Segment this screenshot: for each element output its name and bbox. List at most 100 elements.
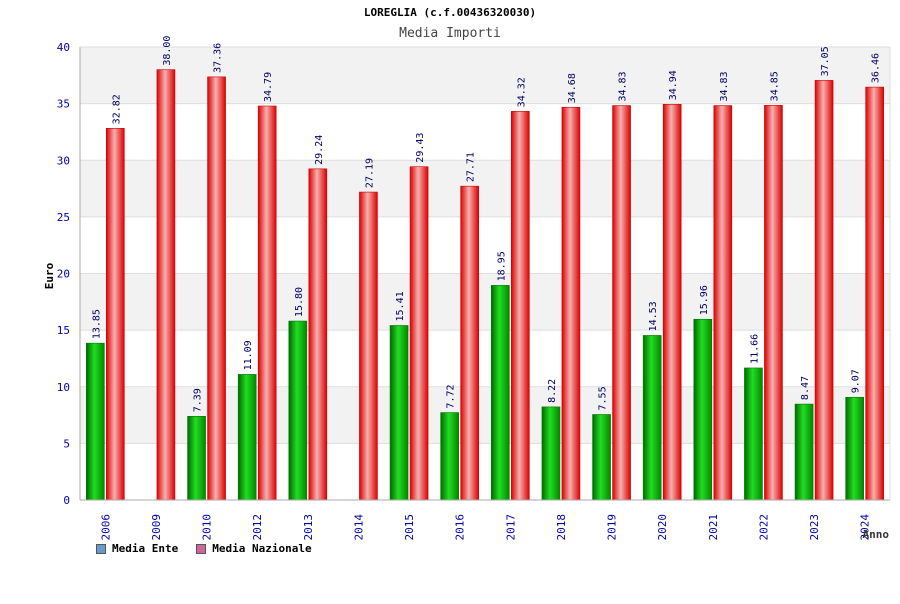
- y-tick-label: 25: [57, 211, 70, 224]
- x-tick-label: 2021: [707, 514, 720, 541]
- x-tick-label: 2022: [757, 514, 770, 541]
- value-label: 18.95: [496, 251, 507, 281]
- value-label: 15.80: [294, 287, 305, 317]
- chart-subtitle: Media Importi: [399, 26, 501, 41]
- bar-media-ente-2019: [592, 414, 611, 501]
- legend-label-media-ente: Media Ente: [112, 542, 179, 555]
- bar-media-nazionale-2017: [511, 111, 530, 501]
- bar-media-ente-2012: [237, 374, 257, 501]
- value-label: 34.32: [516, 77, 527, 107]
- chart-title: LOREGLIA (c.f.00436320030): [364, 6, 536, 19]
- value-labels: 13.85 7.39 11.09 15.80 15.41 7.72 18.95 8.22 7.5…: [91, 36, 881, 413]
- value-label: 34.83: [719, 71, 730, 101]
- value-label: 15.96: [699, 285, 710, 315]
- bar-media-nazionale-2013: [308, 168, 328, 501]
- bar-media-nazionale-2010: [207, 76, 226, 501]
- bar-media-ente-2010: [187, 416, 206, 501]
- value-label: 34.68: [567, 73, 578, 103]
- x-tick-label: 2006: [99, 514, 112, 541]
- bar-media-nazionale-2019: [612, 105, 631, 501]
- value-label: 27.19: [364, 158, 375, 188]
- value-label: 34.79: [263, 72, 274, 102]
- y-tick-label: 20: [57, 268, 70, 281]
- bar-media-ente-2013: [288, 320, 308, 501]
- value-label: 38.00: [162, 36, 173, 66]
- value-label: 37.05: [820, 46, 831, 76]
- value-label: 15.41: [395, 291, 406, 321]
- y-tick-label: 0: [63, 494, 70, 507]
- bar-media-nazionale-2023: [814, 80, 834, 501]
- legend: Media Ente Media Nazionale: [96, 542, 312, 555]
- x-tick-label: 2024: [859, 514, 872, 541]
- x-tick-label: 2017: [504, 514, 517, 541]
- x-tick-label: 2015: [403, 514, 416, 541]
- value-label: 27.71: [466, 152, 477, 182]
- value-label: 8.47: [800, 376, 811, 400]
- bar-media-nazionale-2012: [257, 105, 277, 501]
- x-tick-label: 2012: [251, 514, 264, 541]
- x-tick-label: 2019: [606, 514, 619, 541]
- bar-media-nazionale-2024: [865, 86, 884, 501]
- x-tick-label: 2010: [201, 514, 214, 541]
- value-label: 7.72: [446, 384, 457, 408]
- bar-media-nazionale-2018: [561, 106, 581, 501]
- bar-media-ente-2022: [744, 367, 763, 501]
- y-tick-label: 30: [57, 154, 70, 167]
- value-label: 13.85: [91, 309, 102, 339]
- tick-labels: 0 5 10 15 20 25 30 35 40 2006 2009 2010 2012 2013 2014…: [57, 41, 872, 541]
- legend-swatch-media-nazionale: [196, 543, 207, 554]
- value-label: 34.85: [769, 71, 780, 101]
- bar-media-ente-2006: [86, 342, 105, 501]
- value-label: 7.39: [193, 388, 204, 412]
- bar-media-nazionale-2009: [156, 69, 176, 501]
- bar-media-ente-2020: [642, 335, 662, 501]
- legend-label-media-nazionale: Media Nazionale: [212, 542, 312, 555]
- value-label: 7.55: [598, 386, 609, 410]
- value-label: 32.82: [111, 94, 122, 124]
- bar-media-ente-2024: [845, 396, 864, 501]
- bar-media-nazionale-2021: [713, 105, 733, 501]
- bar-media-nazionale-2014: [359, 191, 378, 501]
- value-label: 34.83: [618, 71, 629, 101]
- x-tick-label: 2023: [808, 514, 821, 541]
- value-label: 11.09: [243, 340, 254, 370]
- x-tick-label: 2018: [555, 514, 568, 541]
- y-tick-label: 15: [57, 324, 70, 337]
- legend-item-media-nazionale: Media Nazionale: [196, 542, 312, 555]
- value-label: 9.07: [851, 369, 862, 393]
- y-tick-label: 5: [63, 437, 70, 450]
- axes: [79, 46, 891, 501]
- bar-media-nazionale-2016: [460, 185, 479, 501]
- value-label: 11.66: [749, 334, 760, 364]
- x-tick-label: 2016: [454, 514, 467, 541]
- bar-media-nazionale-2020: [662, 104, 682, 501]
- x-tick-label: 2013: [302, 514, 315, 541]
- y-tick-label: 40: [57, 41, 70, 54]
- bar-media-nazionale-2006: [106, 128, 125, 501]
- y-tick-label: 35: [57, 98, 70, 111]
- value-label: 8.22: [547, 379, 558, 403]
- x-tick-label: 2009: [150, 514, 163, 541]
- bar-media-ente-2015: [389, 325, 409, 501]
- x-tick-label: 2014: [352, 514, 365, 541]
- value-label: 29.24: [314, 135, 325, 165]
- bar-media-ente-2017: [491, 285, 510, 501]
- legend-item-media-ente: Media Ente: [96, 542, 178, 555]
- bar-media-nazionale-2022: [764, 105, 783, 501]
- y-axis-label: Euro: [43, 262, 56, 289]
- bars: [86, 69, 884, 501]
- value-label: 37.36: [213, 43, 224, 73]
- value-label: 29.43: [415, 133, 426, 163]
- x-axis-label: Anno: [863, 528, 890, 541]
- value-label: 36.46: [871, 53, 882, 83]
- bar-media-ente-2021: [693, 318, 713, 501]
- bar-media-ente-2016: [440, 412, 459, 501]
- bar-media-nazionale-2015: [409, 166, 429, 501]
- x-tick-label: 2020: [656, 514, 669, 541]
- bar-media-ente-2018: [541, 406, 561, 501]
- bar-media-ente-2023: [794, 403, 814, 501]
- legend-swatch-media-ente: [96, 543, 106, 554]
- value-label: 14.53: [648, 301, 659, 331]
